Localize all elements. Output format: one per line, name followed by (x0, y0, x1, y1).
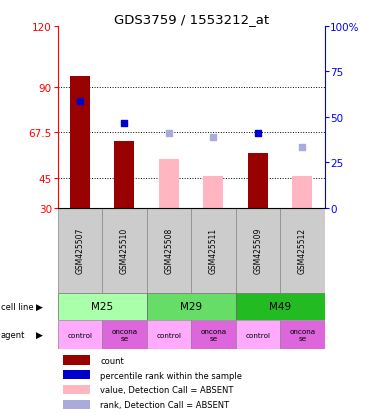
Bar (58, 209, 102, 293)
Text: GSM425508: GSM425508 (164, 228, 173, 274)
Bar (236, 209, 280, 293)
Bar (63, 385, 89, 394)
Point (210, 135, 216, 141)
Text: count: count (100, 356, 124, 365)
Bar (191, 209, 236, 293)
Bar (191, 320, 236, 349)
Point (166, 131, 172, 137)
Bar (203, 176, 223, 209)
Bar (63, 400, 89, 409)
Bar (102, 209, 147, 293)
Text: oncona
se: oncona se (200, 328, 226, 341)
Title: GDS3759 / 1553212_at: GDS3759 / 1553212_at (114, 13, 269, 26)
Bar (58, 293, 147, 320)
Bar (147, 320, 191, 349)
Text: M25: M25 (91, 301, 113, 311)
Text: GSM425510: GSM425510 (120, 228, 129, 274)
Bar (147, 209, 191, 293)
Bar (292, 176, 312, 209)
Bar (280, 209, 325, 293)
Bar (248, 154, 268, 209)
Text: control: control (67, 332, 92, 338)
Text: cell line: cell line (1, 302, 33, 311)
Bar (159, 160, 179, 209)
Bar (102, 320, 147, 349)
Bar (58, 320, 102, 349)
Bar (63, 370, 89, 380)
Text: GSM425507: GSM425507 (75, 228, 84, 274)
Point (299, 145, 305, 151)
Text: M49: M49 (269, 301, 291, 311)
Text: control: control (245, 332, 270, 338)
Bar (114, 142, 134, 209)
Bar (236, 320, 280, 349)
Text: GSM425512: GSM425512 (298, 228, 307, 274)
Text: oncona
se: oncona se (289, 328, 315, 341)
Text: GSM425511: GSM425511 (209, 228, 218, 274)
Text: percentile rank within the sample: percentile rank within the sample (100, 371, 242, 380)
Text: ▶: ▶ (36, 302, 43, 311)
Point (77, 98, 83, 105)
Text: value, Detection Call = ABSENT: value, Detection Call = ABSENT (100, 385, 234, 394)
Bar (63, 356, 89, 365)
Text: M29: M29 (180, 301, 202, 311)
Text: agent: agent (1, 330, 25, 339)
Text: GSM425509: GSM425509 (253, 228, 262, 274)
Text: ▶: ▶ (36, 330, 43, 339)
Point (255, 131, 261, 137)
Bar (147, 293, 236, 320)
Bar (280, 320, 325, 349)
Bar (70, 77, 90, 209)
Text: rank, Detection Call = ABSENT: rank, Detection Call = ABSENT (100, 400, 229, 409)
Point (121, 121, 127, 127)
Bar (236, 293, 325, 320)
Text: control: control (156, 332, 181, 338)
Text: oncona
se: oncona se (111, 328, 137, 341)
